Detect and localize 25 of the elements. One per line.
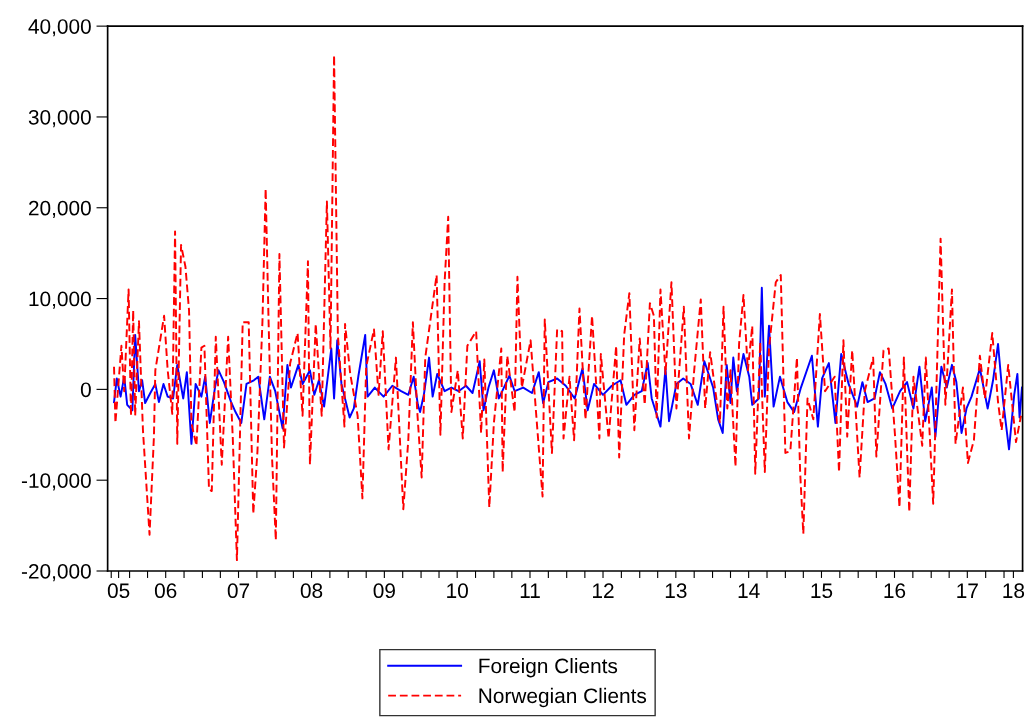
x-tick-label: 17	[957, 583, 978, 598]
legend-label: Norwegian Clients	[479, 687, 647, 708]
x-tick-label: 16	[884, 583, 906, 599]
x-tick-label: 08	[300, 583, 323, 599]
legend-label: Foreign Clients	[479, 657, 618, 678]
y-tick-label: -20,000	[21, 564, 91, 582]
y-tick-label: 40,000	[28, 19, 91, 37]
x-tick-label: 11	[520, 583, 540, 598]
x-tick-label: 18	[1003, 583, 1025, 599]
y-tick-label: 20,000	[29, 200, 91, 218]
x-tick-label: 13	[665, 583, 687, 599]
x-tick-label: 06	[154, 583, 177, 599]
x-tick-label: 12	[593, 583, 614, 598]
x-tick-label: 09	[373, 583, 395, 599]
line-series	[113, 286, 1023, 451]
y-tick-label: 10,000	[29, 291, 91, 309]
x-tick-label: 10	[447, 583, 468, 599]
line-series	[113, 54, 1022, 562]
y-tick-label: 0	[80, 382, 91, 398]
x-tick-label: 14	[738, 583, 760, 598]
x-tick-label: 15	[811, 583, 833, 599]
x-tick-label: 07	[227, 583, 250, 599]
y-tick-label: -10,000	[21, 473, 91, 491]
x-tick-label: 05	[107, 583, 130, 599]
y-tick-label: 30,000	[28, 109, 91, 128]
